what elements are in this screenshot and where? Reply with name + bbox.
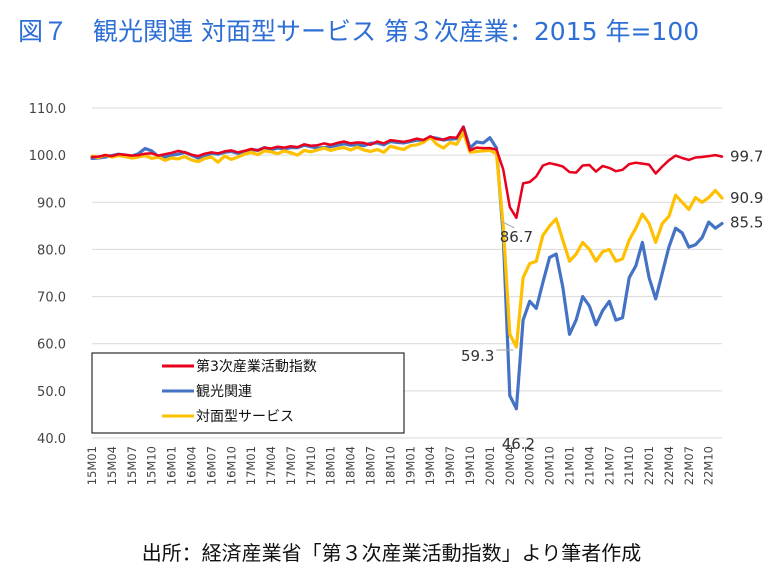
x-tick-label: 15M04 <box>105 446 119 485</box>
y-axis: 40.0 50.0 60.0 70.0 80.0 90.0 100.0 110.0 <box>29 102 66 447</box>
data-label: 90.9 <box>730 189 763 207</box>
x-tick-label: 18M10 <box>383 446 397 485</box>
x-tick-label: 22M04 <box>662 446 676 485</box>
x-tick-label: 21M04 <box>582 446 596 485</box>
x-tick-label: 17M10 <box>304 446 318 485</box>
legend-box <box>91 352 405 434</box>
source-note: 出所：経済産業省「第３次産業活動指数」より筆者作成 <box>141 541 642 565</box>
x-tick-label: 17M01 <box>244 446 258 485</box>
data-label: 85.5 <box>730 214 763 232</box>
x-tick-label: 18M07 <box>364 446 378 485</box>
x-tick-label: 20M04 <box>503 446 517 485</box>
x-tick-label: 15M07 <box>125 446 139 485</box>
legend-label: 対面型サービス <box>196 409 294 425</box>
leader-line <box>502 221 515 229</box>
x-tick-label: 22M10 <box>702 446 716 485</box>
annotations: 99.7 90.9 85.5 86.7 59.3 46.2 <box>461 148 763 453</box>
x-tick-label: 18M01 <box>324 446 338 485</box>
x-tick-label: 22M07 <box>682 446 696 485</box>
y-tick-label: 90.0 <box>37 196 66 211</box>
data-label: 46.2 <box>502 435 535 453</box>
series-line <box>90 125 724 220</box>
x-tick-label: 20M07 <box>523 446 537 485</box>
chart-title: 図７ 観光関連 対面型サービス 第３次産業：2015 年=100 <box>18 17 700 46</box>
x-axis: 15M01 15M04 15M07 15M10 16M01 16M04 16M07 16M10… <box>85 446 716 485</box>
y-tick-label: 110.0 <box>29 102 66 117</box>
x-tick-label: 19M01 <box>403 446 417 485</box>
y-tick-label: 70.0 <box>37 291 66 306</box>
data-label: 59.3 <box>461 347 494 365</box>
y-tick-label: 50.0 <box>37 385 66 400</box>
x-tick-label: 20M10 <box>543 446 557 485</box>
x-tick-label: 16M04 <box>184 446 198 485</box>
x-tick-label: 17M07 <box>284 446 298 485</box>
y-tick-label: 80.0 <box>37 243 66 258</box>
x-tick-label: 16M07 <box>204 446 218 485</box>
x-tick-label: 22M01 <box>642 446 656 485</box>
legend-label: 観光関連 <box>196 383 252 400</box>
series-lines <box>90 125 724 411</box>
x-tick-label: 19M10 <box>463 446 477 485</box>
x-tick-label: 19M04 <box>423 446 437 485</box>
x-tick-label: 19M07 <box>443 446 457 485</box>
x-tick-label: 18M04 <box>344 446 358 485</box>
x-tick-label: 16M01 <box>165 446 179 485</box>
x-tick-label: 21M07 <box>602 446 616 485</box>
series-line <box>90 130 724 349</box>
data-label: 86.7 <box>500 228 533 246</box>
x-tick-label: 21M01 <box>562 446 576 485</box>
x-tick-label: 15M01 <box>85 446 99 485</box>
x-tick-label: 16M10 <box>224 446 238 485</box>
y-tick-label: 60.0 <box>37 338 66 353</box>
data-label: 99.7 <box>730 148 763 166</box>
x-tick-label: 21M10 <box>622 446 636 485</box>
x-tick-label: 20M01 <box>483 446 497 485</box>
legend-label: 第3次産業活動指数 <box>196 358 317 375</box>
x-tick-label: 17M04 <box>264 446 278 485</box>
y-tick-label: 40.0 <box>37 432 66 447</box>
y-tick-label: 100.0 <box>29 149 66 164</box>
x-tick-label: 15M10 <box>145 446 159 485</box>
